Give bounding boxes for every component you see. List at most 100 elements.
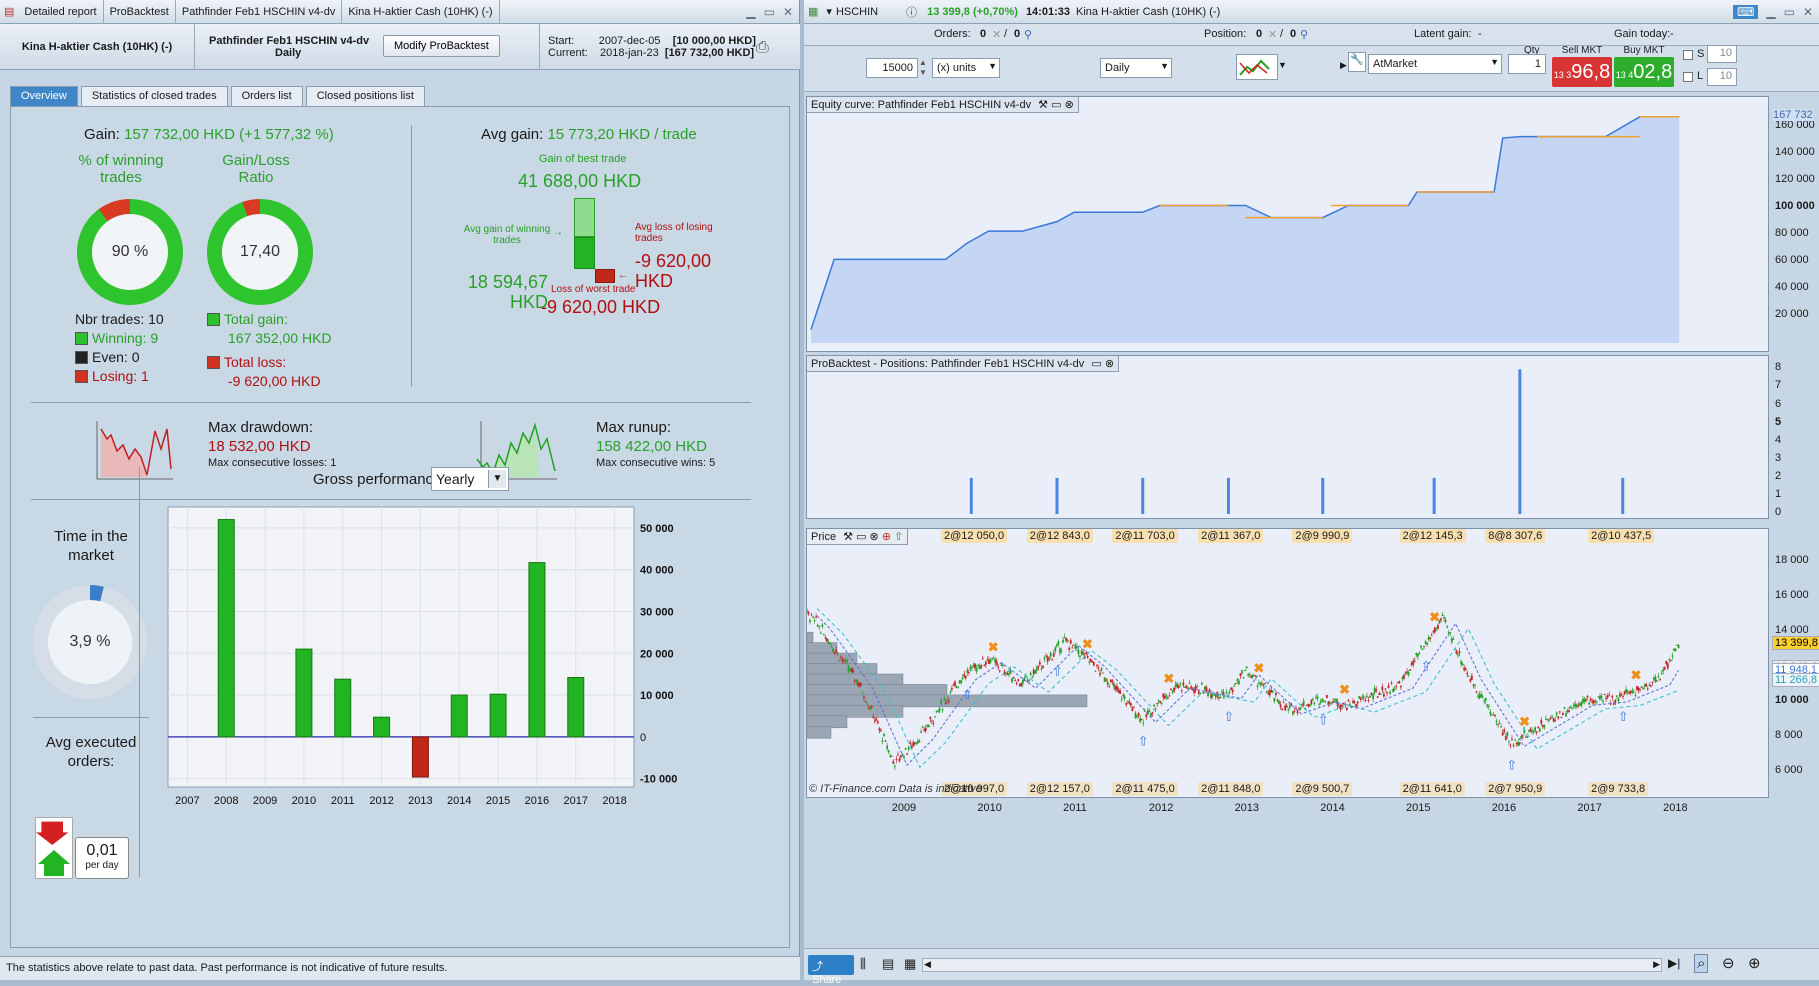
tab-closed-positions[interactable]: Closed positions list — [305, 86, 425, 106]
scroll-right-icon[interactable]: ▶ — [1653, 959, 1660, 969]
candle-body — [1350, 705, 1353, 708]
window-icon[interactable]: ▭ — [1091, 358, 1102, 370]
tab-orders-list[interactable]: Orders list — [230, 86, 303, 106]
title-tab-instrument[interactable]: Kina H-aktier Cash (10HK) (-) — [342, 0, 500, 24]
candle-body — [1665, 660, 1668, 664]
close-circle-icon[interactable]: ⊗ — [1064, 99, 1074, 111]
candle-body — [892, 761, 895, 764]
horizontal-scrollbar[interactable]: ◀ ▶ — [922, 958, 1662, 972]
candle-body — [1042, 665, 1044, 668]
close-circle-icon[interactable]: ⊗ — [869, 531, 879, 543]
collapse-arrow-icon[interactable]: ▶ — [1340, 60, 1347, 70]
qty-input[interactable]: 1 — [1508, 54, 1546, 74]
avg-win-bar — [574, 237, 595, 269]
orders-link-icon[interactable]: ⚲ — [1024, 29, 1033, 41]
buy-mkt-button[interactable]: Buy MKT 13 402,8 — [1614, 45, 1674, 89]
candle-body — [913, 742, 916, 744]
candle-body — [1108, 686, 1111, 688]
wrench-icon[interactable]: 🔧 — [1348, 52, 1366, 72]
gain-loss-value: 17,40 — [239, 243, 281, 260]
title-tab-probacktest[interactable]: ProBacktest — [104, 0, 176, 24]
zoom-in-icon[interactable]: ⊕ — [1748, 955, 1761, 972]
tab-overview[interactable]: Overview — [10, 86, 78, 106]
candle-body — [1492, 714, 1495, 716]
table-icon[interactable]: ▤ — [882, 956, 895, 971]
units-type-select[interactable]: (x) units ▼ — [932, 58, 1000, 78]
order-type-select[interactable]: AtMarket ▼ — [1368, 54, 1502, 74]
candle-body — [981, 658, 984, 660]
candle-body — [975, 667, 978, 672]
minimize-icon[interactable]: ▁ — [746, 4, 756, 19]
bar — [450, 694, 468, 738]
candle-body — [1535, 731, 1538, 734]
avg-win-label: Avg gain of winning trades — [463, 224, 551, 246]
position-link-icon[interactable]: ⚲ — [1300, 29, 1309, 41]
candle-body — [1142, 722, 1145, 724]
chevron-down-icon[interactable]: ▼ — [488, 470, 506, 488]
info-icon[interactable]: ⓘ — [906, 6, 918, 19]
x-year-label: 2016 — [1491, 802, 1517, 814]
position-sep: / — [1280, 28, 1284, 40]
period-select[interactable]: Daily ▼ — [1100, 58, 1172, 78]
x-tick-label: 2018 — [602, 795, 626, 807]
limit-checkbox[interactable] — [1683, 72, 1693, 82]
avg-win-value: 18 594,67 HKD — [467, 272, 548, 312]
divider-2 — [139, 467, 140, 877]
limit-input[interactable]: 10 — [1707, 68, 1737, 86]
candles-icon[interactable]: ⫼ — [860, 956, 866, 971]
print-icon[interactable]: ⎙ — [756, 39, 769, 56]
move-up-icon[interactable]: ⇧ — [894, 531, 904, 543]
add-indicator-icon[interactable]: ⊕ — [881, 531, 892, 543]
title-tab-system[interactable]: Pathfinder Feb1 HSCHIN v4-dv — [176, 0, 343, 24]
zoom-out-icon[interactable]: ⊖ — [1722, 955, 1735, 972]
sell-mkt-button[interactable]: Sell MKT 13 396,8 — [1552, 45, 1612, 89]
scroll-left-icon[interactable]: ◀ — [924, 959, 931, 969]
candle-body — [1173, 688, 1175, 692]
indicators-dropdown-icon[interactable]: ▼ — [1278, 60, 1287, 70]
stop-input[interactable]: 10 — [1707, 45, 1737, 63]
maximize-icon[interactable]: ▭ — [763, 4, 775, 19]
winning-swatch — [75, 332, 88, 345]
scroll-end-icon[interactable]: ▶| — [1668, 956, 1681, 970]
window-icon[interactable]: ▭ — [1051, 99, 1062, 111]
close-icon[interactable]: ✕ — [1802, 4, 1813, 19]
zoom-select-icon[interactable]: ⌕ — [1694, 954, 1709, 973]
candle-body — [901, 753, 904, 756]
candle-body — [1367, 699, 1370, 701]
price-title-text: Price — [811, 531, 837, 543]
positions-title: ProBacktest - Positions: Pathfinder Feb1… — [807, 356, 1120, 372]
keyboard-icon[interactable]: ⌨ — [1733, 4, 1759, 19]
share-button[interactable]: ⤴ Share — [808, 955, 854, 986]
wrench-icon[interactable]: ⚒ — [843, 531, 853, 543]
candle-body — [1111, 680, 1114, 683]
modify-probacktest-button[interactable]: Modify ProBacktest — [383, 35, 500, 57]
minimize-icon[interactable]: ▁ — [1766, 4, 1776, 19]
title-tab-detailed-report[interactable]: Detailed report — [18, 0, 104, 24]
menu-arrow-icon[interactable]: ▾ — [826, 6, 832, 18]
grid-icon[interactable]: ▦ — [904, 956, 917, 971]
candle-body — [1364, 700, 1367, 702]
candle-body — [1290, 703, 1293, 705]
candle-body — [1518, 742, 1521, 745]
candle-body — [809, 620, 811, 623]
units-input[interactable]: 15000 — [866, 58, 918, 78]
units-stepper-icon[interactable]: ▲ ▼ — [919, 58, 927, 77]
maximize-icon[interactable]: ▭ — [1783, 4, 1795, 19]
tab-statistics[interactable]: Statistics of closed trades — [80, 86, 228, 106]
candle-body — [1332, 700, 1334, 703]
candle-body — [1327, 701, 1330, 705]
candle-body — [1295, 707, 1297, 709]
wrench-icon[interactable]: ⚒ — [1038, 99, 1049, 111]
candle-body — [1077, 649, 1080, 655]
close-circle-icon[interactable]: ⊗ — [1104, 358, 1115, 370]
candle-body — [1563, 707, 1566, 709]
window-icon[interactable]: ▭ — [856, 531, 867, 543]
gross-perf-period-select[interactable]: Yearly ▼ — [431, 467, 509, 491]
stop-checkbox[interactable] — [1683, 50, 1693, 60]
candle-body — [1427, 636, 1430, 640]
indicators-button[interactable] — [1236, 54, 1278, 80]
candle-body — [927, 724, 930, 728]
candle-body — [821, 624, 824, 627]
close-icon[interactable]: ✕ — [782, 4, 793, 19]
candle-body — [816, 624, 819, 627]
